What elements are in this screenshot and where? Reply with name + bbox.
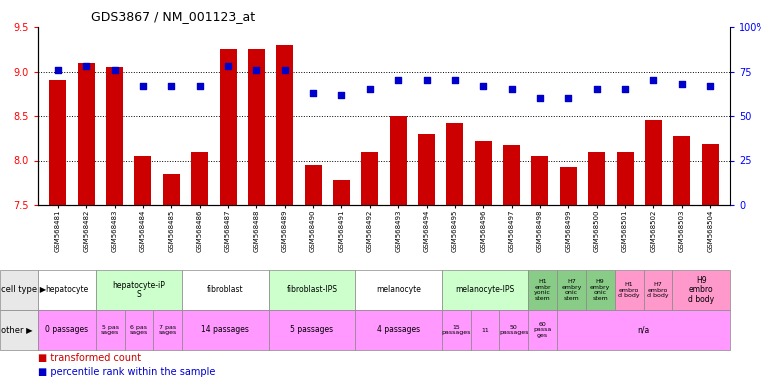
Text: 5 passages: 5 passages — [291, 326, 333, 334]
Text: melanocyte: melanocyte — [376, 285, 421, 295]
Text: H7
embro
d body: H7 embro d body — [647, 282, 669, 298]
Text: H1
embro
d body: H1 embro d body — [618, 282, 640, 298]
Bar — [616, 152, 634, 205]
Bar — [702, 144, 718, 205]
Point — [477, 83, 489, 89]
Point — [364, 86, 376, 93]
Text: H9
embro
d body: H9 embro d body — [688, 276, 715, 304]
Bar — [475, 141, 492, 205]
Bar — [219, 49, 237, 205]
Text: 50
passages: 50 passages — [499, 325, 528, 335]
Point — [421, 77, 433, 83]
Point — [250, 67, 263, 73]
Bar — [248, 49, 265, 205]
Text: fibroblast-IPS: fibroblast-IPS — [286, 285, 337, 295]
Point — [619, 86, 631, 93]
Text: 15
passages: 15 passages — [441, 325, 471, 335]
Text: 4 passages: 4 passages — [377, 326, 420, 334]
Text: fibroblast: fibroblast — [207, 285, 244, 295]
Point — [449, 77, 461, 83]
Text: 7 pas
sages: 7 pas sages — [158, 325, 177, 335]
Text: GDS3867 / NM_001123_at: GDS3867 / NM_001123_at — [91, 10, 256, 23]
Bar — [276, 45, 293, 205]
Point — [704, 83, 716, 89]
Point — [222, 63, 234, 69]
Text: n/a: n/a — [638, 326, 650, 334]
Bar — [333, 180, 350, 205]
Point — [534, 95, 546, 101]
Bar — [673, 136, 690, 205]
Point — [279, 67, 291, 73]
Bar — [503, 146, 520, 205]
Bar — [447, 123, 463, 205]
Bar — [78, 63, 94, 205]
Text: ■ percentile rank within the sample: ■ percentile rank within the sample — [38, 367, 215, 377]
Text: 14 passages: 14 passages — [202, 326, 250, 334]
Text: 0 passages: 0 passages — [45, 326, 88, 334]
Bar — [163, 174, 180, 205]
Text: hepatocyte-iP
S: hepatocyte-iP S — [113, 281, 165, 300]
Bar — [191, 152, 209, 205]
Bar — [418, 134, 435, 205]
Bar — [588, 152, 605, 205]
Text: melanocyte-IPS: melanocyte-IPS — [455, 285, 514, 295]
Bar — [531, 156, 549, 205]
Bar — [304, 165, 322, 205]
Text: other ▶: other ▶ — [1, 326, 33, 334]
Point — [392, 77, 404, 83]
Text: H7
embry
onic
stem: H7 embry onic stem — [561, 280, 581, 301]
Point — [505, 86, 517, 93]
Text: H1
embr
yonic
stem: H1 embr yonic stem — [534, 280, 551, 301]
Bar — [560, 167, 577, 205]
Point — [648, 77, 660, 83]
Point — [591, 86, 603, 93]
Text: 11: 11 — [481, 328, 489, 333]
Bar — [361, 152, 378, 205]
Point — [137, 83, 149, 89]
Point — [562, 95, 575, 101]
Text: 60
passa
ges: 60 passa ges — [533, 322, 552, 338]
Text: ■ transformed count: ■ transformed count — [38, 353, 142, 363]
Bar — [390, 116, 406, 205]
Bar — [49, 80, 66, 205]
Point — [676, 81, 688, 87]
Point — [336, 91, 348, 98]
Point — [165, 83, 177, 89]
Point — [80, 63, 92, 69]
Bar — [645, 121, 662, 205]
Text: 6 pas
sages: 6 pas sages — [130, 325, 148, 335]
Text: H9
embry
onic
stem: H9 embry onic stem — [590, 280, 610, 301]
Text: hepatocyte: hepatocyte — [45, 285, 88, 295]
Text: 5 pas
sages: 5 pas sages — [101, 325, 119, 335]
Point — [52, 67, 64, 73]
Point — [109, 67, 121, 73]
Point — [193, 83, 205, 89]
Bar — [106, 67, 123, 205]
Text: cell type ▶: cell type ▶ — [1, 285, 46, 295]
Bar — [135, 156, 151, 205]
Point — [307, 90, 319, 96]
